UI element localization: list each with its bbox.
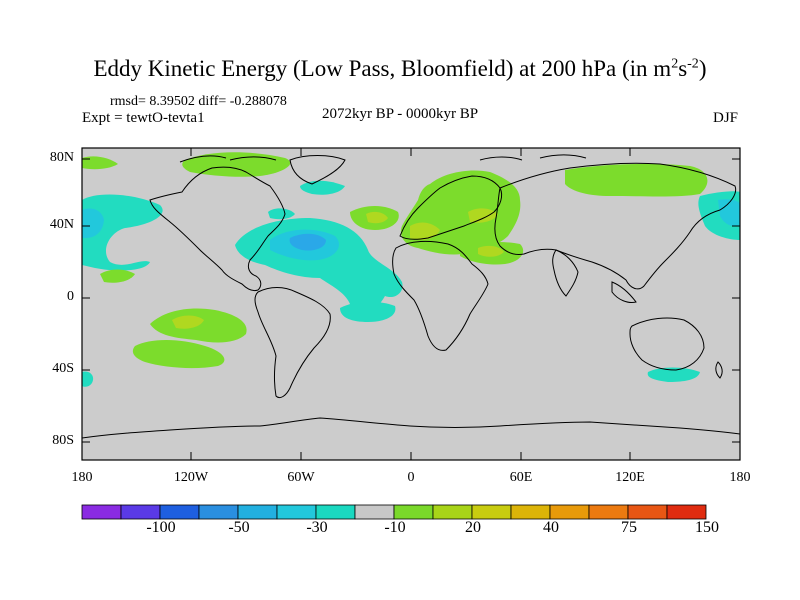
experiment-label: Expt = tewtO-tevta1: [82, 110, 205, 126]
colorbar-label: -30: [306, 519, 328, 536]
stats-text: rmsd= 8.39502 diff= -0.288078: [110, 94, 287, 109]
contour-neg-npac-east: [82, 194, 163, 271]
lon-label-120w: 120W: [173, 470, 209, 485]
contour-pos-southpacific-1-core: [172, 315, 204, 329]
season-label: DJF: [712, 110, 738, 126]
lon-label-60w: 60W: [287, 470, 315, 485]
coast-south-america: [254, 287, 331, 399]
colorbar-label: -50: [228, 519, 250, 536]
colorbar-box: [354, 504, 395, 520]
colorbar-label: 150: [695, 519, 719, 536]
anomaly-contours: [82, 152, 740, 387]
contour-pos-atlantic-center-core: [366, 211, 388, 224]
coast-southeast-asia: [611, 281, 637, 303]
colorbar-box: [393, 504, 434, 520]
colorbar-box: [627, 504, 668, 520]
coast-new-zealand: [715, 361, 723, 379]
lon-label-120e: 120E: [615, 470, 645, 485]
contour-pos-southpacific-2: [132, 340, 225, 369]
contour-pos-europe-core: [410, 222, 440, 240]
contour-pos-europe-core-2: [468, 208, 498, 223]
contour-neg-eastcanada: [268, 208, 295, 220]
title-text: Eddy Kinetic Energy (Low Pass, Bloomfiel…: [93, 56, 672, 81]
colorbar-box: [315, 504, 356, 520]
map-background: [82, 148, 740, 460]
lat-label-0: 0: [67, 289, 74, 304]
colorbar-label: 20: [465, 519, 481, 536]
coast-africa: [392, 240, 489, 351]
colorbar-label: -100: [146, 519, 176, 536]
title-exponent-2: -2: [687, 56, 699, 72]
colorbar-box: [432, 504, 473, 520]
lat-label-80s: 80S: [52, 433, 74, 448]
coast-greenland: [289, 155, 346, 185]
lat-label-40n: 40N: [49, 217, 74, 232]
contour-neg-sw-edge: [82, 371, 94, 387]
coast-australia: [629, 317, 705, 371]
colorbar-box: [237, 504, 278, 520]
coast-india: [552, 249, 579, 297]
colorbar-box: [549, 504, 590, 520]
axis-ticks: [81, 148, 741, 460]
contour-pos-asia-band: [565, 163, 708, 197]
colorbar-box: [159, 504, 200, 520]
colorbar-label: 75: [621, 519, 637, 536]
contour-neg-atlantic-center: [289, 233, 326, 251]
coast-asia: [494, 162, 737, 290]
title-unit-s: s: [678, 56, 688, 81]
title-exponent-1: 2: [671, 56, 679, 72]
contour-neg-npac-west-core: [718, 199, 740, 227]
colorbar-box: [471, 504, 512, 520]
colorbar-box: [120, 504, 161, 520]
colorbar-box: [198, 504, 239, 520]
contour-pos-middleeast-core: [478, 245, 504, 257]
colorbar-box: [276, 504, 317, 520]
lon-label-180e: 180: [729, 470, 751, 485]
colorbar-box: [81, 504, 122, 520]
coast-antarctica: [82, 417, 740, 439]
lat-label-40s: 40S: [52, 361, 74, 376]
lon-label-0: 0: [407, 470, 415, 485]
lon-label-180w: 180: [71, 470, 93, 485]
contour-neg-npac-east-core: [82, 208, 104, 238]
colorbar: [81, 504, 707, 520]
contour-pos-southpacific-1: [150, 308, 247, 343]
contour-neg-australia: [647, 367, 700, 382]
contour-pos-northamerica: [82, 156, 118, 170]
colorbar-box: [588, 504, 629, 520]
lat-label-80n: 80N: [49, 150, 74, 165]
coast-north-america: [149, 166, 286, 291]
contour-neg-southatl: [340, 301, 396, 322]
chart-title: Eddy Kinetic Energy (Low Pass, Bloomfiel…: [0, 56, 800, 82]
title-close: ): [698, 56, 707, 81]
contour-pos-arctic-canada: [182, 152, 291, 177]
colorbar-box: [666, 504, 707, 520]
colorbar-label: -10: [384, 519, 406, 536]
contour-pos-eastpac-tropical: [100, 269, 135, 283]
period-label: 2072kyr BP - 0000kyr BP: [321, 106, 479, 122]
colorbar-box: [510, 504, 551, 520]
lon-label-60e: 60E: [509, 470, 533, 485]
colorbar-label: 40: [543, 519, 559, 536]
coast-arctic-islands: [179, 154, 587, 163]
coastlines: [82, 154, 740, 439]
